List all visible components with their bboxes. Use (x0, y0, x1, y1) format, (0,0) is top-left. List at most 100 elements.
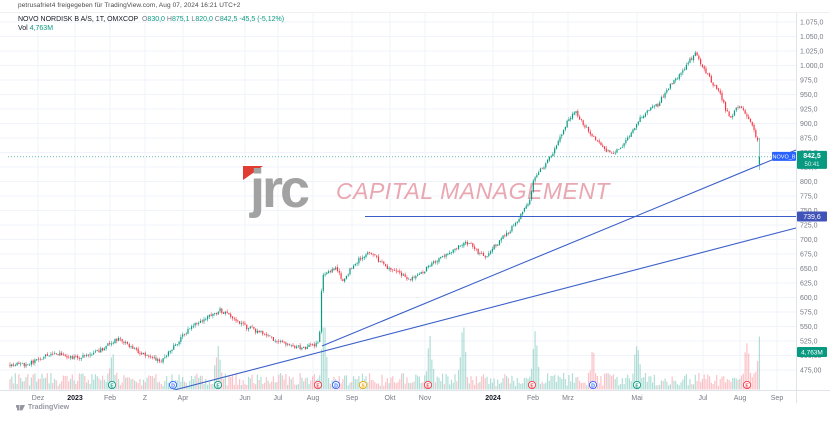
time-axis-label: Jun (239, 395, 250, 402)
price-axis-label: 725,0 (800, 223, 818, 230)
last-price-badge-countdown: 50:41 (804, 162, 820, 168)
price-axis-label: 1.050,0 (800, 34, 823, 41)
grid (0, 12, 796, 390)
time-axis-label: Jul (699, 395, 708, 402)
svg-text:E: E (530, 383, 534, 389)
price-axis-label: 575,0 (800, 310, 818, 317)
price-axis-label: 600,0 (800, 295, 818, 302)
legend-symbol-row[interactable]: NOVO NORDISK B A/S, 1T, OMXCOP O830,0 H 8… (18, 15, 284, 24)
time-axis-label: Feb (104, 395, 116, 402)
legend-text-part: 830,0 (147, 16, 165, 23)
volume-axis-badge[interactable] (797, 347, 827, 357)
svg-text:E: E (745, 383, 749, 389)
share-info-text: petrusafriet4 freigegeben für TradingVie… (18, 2, 241, 9)
legend-text-part: 4,763M (29, 25, 54, 32)
price-axis-label: 475,00 (800, 368, 822, 375)
chart-legend: NOVO NORDISK B A/S, 1T, OMXCOP O830,0 H 8… (18, 15, 284, 33)
earnings-marker[interactable]: E (742, 380, 752, 389)
volume-axis-badge-text: 4,763M (801, 350, 823, 357)
svg-text:D: D (591, 383, 595, 389)
svg-text:D: D (334, 383, 338, 389)
trendline-upper[interactable] (321, 149, 797, 347)
price-axis-label: 800,0 (800, 179, 818, 186)
share-info-bar: petrusafriet4 freigegeben für TradingVie… (0, 0, 830, 13)
volume-series (9, 327, 760, 390)
svg-text:S: S (361, 383, 365, 389)
time-axis-label: Dez (32, 395, 45, 402)
dividends-marker[interactable]: D (588, 380, 598, 389)
time-axis-label: Aug (734, 395, 747, 402)
legend-text-part: L (189, 16, 196, 23)
watermark: jrc CAPITAL MANAGEMENT (243, 159, 611, 219)
tradingview-logo-icon (16, 405, 25, 411)
last-price-badge-price: 842,5 (803, 153, 821, 160)
symbol-price-badge-text: NOVO_B (773, 155, 796, 161)
legend-text-part: NOVO NORDISK B A/S, 1T, OMXCOP (18, 16, 139, 23)
time-axis[interactable]: Dez 2023 Feb Z Apr Jun Jul Aug Sep Okt Nov 2024 Feb M… (32, 395, 784, 402)
line-price-badge[interactable] (797, 211, 827, 222)
dividends-marker[interactable]: D (331, 380, 341, 389)
svg-text:E: E (110, 383, 114, 389)
price-axis-label: 550,0 (800, 324, 818, 331)
symbol-price-badge[interactable] (772, 151, 796, 161)
trendline-lower[interactable] (162, 227, 797, 394)
candlestick-series (9, 50, 760, 369)
price-axis-label: 650,0 (800, 266, 818, 273)
legend-text-part: Vol (18, 25, 30, 32)
price-axis-label: 950,0 (800, 92, 818, 99)
earnings-marker[interactable]: E (107, 380, 117, 389)
legend-volume-row[interactable]: Vol 4,763M (18, 24, 284, 33)
time-axis-label: Mai (631, 395, 643, 402)
time-axis-label: 2023 (67, 395, 83, 402)
dividends-marker[interactable]: D (168, 380, 178, 389)
earnings-marker[interactable]: E (527, 380, 537, 389)
price-axis-label: 900,0 (800, 121, 818, 128)
last-price-badge[interactable] (797, 150, 827, 169)
tradingview-brand-text: TradingView (28, 404, 70, 411)
time-axis-label: Aug (307, 395, 320, 402)
time-axis-label: Apr (178, 395, 190, 402)
price-axis-label: 775,0 (800, 194, 818, 201)
time-axis-label: Mrz (562, 395, 574, 402)
time-axis-label: Jul (274, 395, 283, 402)
time-axis-label: Sep (346, 395, 359, 402)
price-axis-label: 1.075,0 (800, 20, 823, 27)
time-axis-panel[interactable] (0, 390, 830, 421)
legend-text-part: -45,5 (-5,12%) (237, 16, 285, 23)
earnings-marker[interactable]: E (313, 380, 323, 389)
watermark-jrc-logo: jrc (249, 159, 309, 219)
time-axis-label: 2024 (485, 395, 501, 402)
earnings-marker[interactable]: E (213, 380, 223, 389)
time-axis-label: Sep (771, 395, 784, 402)
earnings-marker[interactable]: E (423, 380, 433, 389)
legend-text-part: C (212, 16, 220, 23)
price-axis-label: 875,0 (800, 136, 818, 143)
line-price-badge-text: 739,6 (803, 214, 821, 221)
split-marker[interactable]: S (358, 380, 368, 389)
price-axis-label: 1.025,0 (800, 49, 823, 56)
price-axis-label: 925,0 (800, 107, 818, 114)
time-axis-label: Z (143, 395, 148, 402)
legend-text-part: O (138, 16, 148, 23)
price-axis-label: 700,0 (800, 237, 818, 244)
price-axis-label: 975,0 (800, 78, 818, 85)
svg-text:E: E (216, 383, 220, 389)
earnings-marker[interactable]: E (632, 380, 642, 389)
svg-text:E: E (316, 383, 320, 389)
time-axis-label: Nov (419, 395, 432, 402)
legend-text-part: 842,5 (219, 16, 238, 23)
watermark-accent-triangle (243, 166, 263, 180)
price-axis-label: 625,0 (800, 281, 818, 288)
price-axis-label: 1.000,0 (800, 63, 823, 70)
time-axis-label: Okt (385, 395, 396, 402)
legend-text-part: H (164, 16, 172, 23)
tradingview-attribution[interactable]: TradingView (16, 403, 69, 412)
price-axis-label: 675,0 (800, 252, 818, 259)
legend-text-part: 820,0 (195, 16, 213, 23)
svg-text:E: E (426, 383, 430, 389)
price-axis-label: 750,0 (800, 208, 818, 215)
